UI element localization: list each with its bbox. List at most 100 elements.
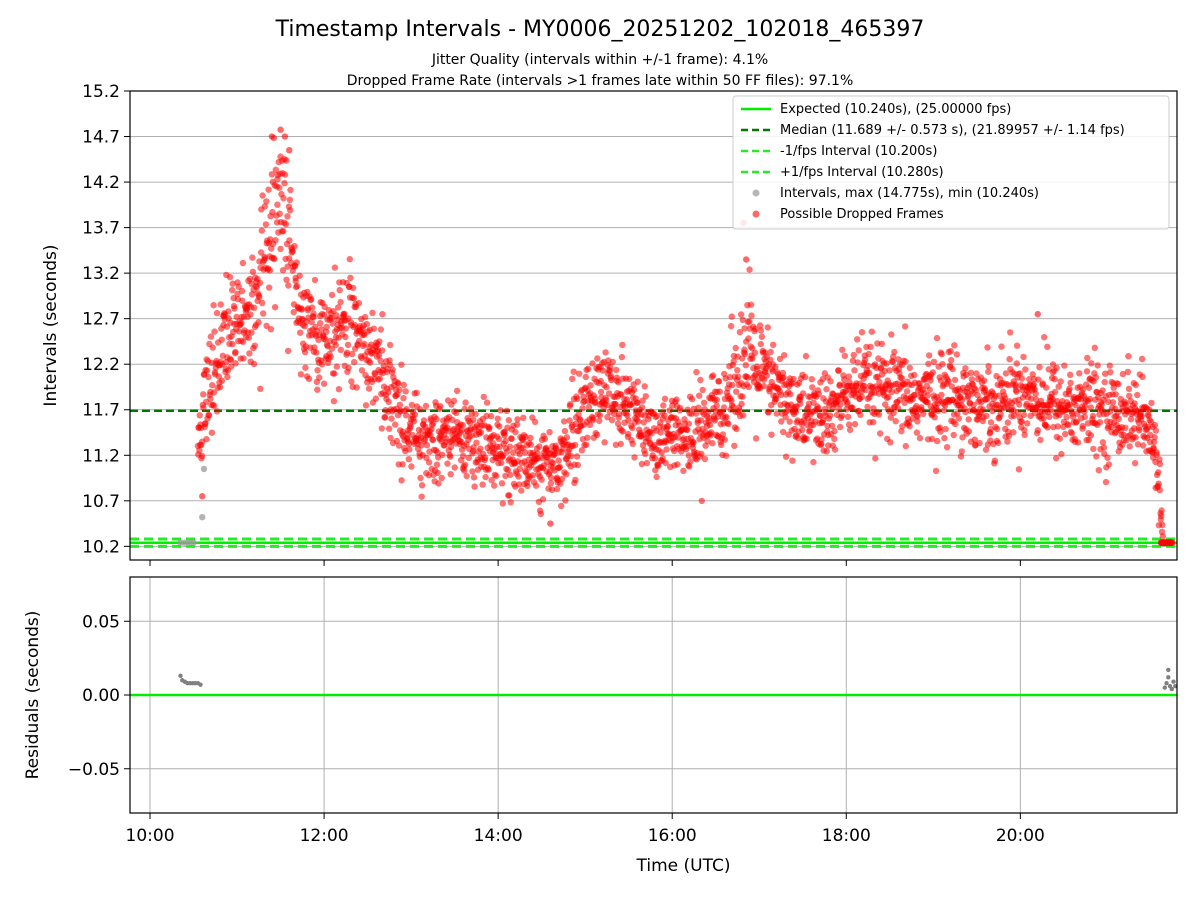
dropped-frame-point [314, 386, 321, 393]
dropped-frame-point [342, 333, 349, 341]
dropped-frame-point [1134, 441, 1142, 448]
dropped-frame-point [957, 453, 965, 460]
dropped-frame-point [1058, 450, 1065, 458]
dropped-frame-point [911, 371, 918, 379]
dropped-frame-point [477, 445, 484, 452]
dropped-frame-point [284, 213, 291, 220]
dropped-frame-point [889, 358, 897, 365]
dropped-frame-point [399, 461, 406, 468]
dropped-frame-point [1087, 432, 1095, 439]
dropped-frame-point [504, 466, 511, 474]
dropped-frame-point [746, 318, 753, 325]
dropped-frame-point [931, 414, 938, 421]
dropped-frame-point [395, 380, 402, 387]
residual-point [1162, 685, 1168, 690]
dropped-frame-point [573, 453, 581, 460]
dropped-frame-point [882, 401, 889, 408]
dropped-frame-point [407, 423, 414, 430]
dropped-frame-point [259, 299, 266, 307]
dropped-frame-point [837, 401, 844, 408]
dropped-frame-point [516, 465, 524, 472]
dropped-frame-point [763, 372, 770, 379]
dropped-frame-point [1109, 399, 1117, 406]
intervals-panel: 10.2 10.7 11.2 11.7 12.2 12.7 13.2 13.7 14.2 14.7… [41, 82, 1178, 566]
dropped-frame-point [257, 385, 264, 392]
dropped-frame-point [572, 476, 579, 484]
dropped-frame-point [841, 352, 849, 360]
dropped-frame-point [973, 370, 980, 377]
intervals-points [177, 126, 1176, 547]
dropped-frame-point [867, 343, 874, 350]
dropped-frame-point [225, 308, 232, 315]
dropped-frame-point [985, 363, 992, 370]
dropped-frame-point [984, 395, 991, 403]
intervals-y-ticks: 10.2 10.7 11.2 11.7 12.2 12.7 13.2 13.7 14.2 14.7… [82, 82, 130, 557]
dropped-frame-point [587, 382, 594, 389]
dropped-frame-point [1067, 371, 1074, 378]
dropped-frame-point [524, 482, 531, 490]
dropped-frame-point [1156, 487, 1164, 494]
dropped-frame-point [818, 436, 825, 443]
dropped-frame-point [1102, 478, 1110, 486]
dropped-frame-point [719, 431, 727, 438]
dropped-frame-point [531, 418, 539, 426]
dropped-frame-point [585, 365, 592, 372]
dropped-frame-point [728, 313, 735, 320]
dropped-frame-point [998, 343, 1005, 350]
dropped-frame-point [799, 390, 807, 397]
dropped-frame-point [366, 359, 374, 366]
dropped-frame-point [756, 322, 764, 329]
dropped-frame-point [878, 340, 885, 347]
dropped-frame-point [927, 377, 934, 384]
dropped-frame-point [858, 329, 866, 336]
dropped-frame-point [261, 203, 268, 210]
dropped-frame-point [1119, 370, 1127, 378]
dropped-frame-point [952, 420, 959, 428]
dropped-frame-point [824, 422, 831, 430]
dropped-frame-point [736, 329, 744, 336]
dropped-frame-point [505, 417, 512, 424]
dropped-frame-point [718, 409, 726, 416]
dropped-frame-point [1131, 460, 1139, 467]
dropped-frame-point [885, 393, 892, 401]
dropped-frame-point [539, 496, 547, 503]
dropped-frame-point [1099, 439, 1107, 446]
dropped-frame-point [747, 301, 755, 308]
dropped-frame-point [657, 429, 664, 436]
dropped-frame-point [642, 393, 649, 400]
dropped-frame-point [282, 221, 290, 228]
dropped-frame-point [629, 424, 636, 432]
dropped-frame-point [405, 456, 412, 463]
dropped-frame-point [996, 392, 1003, 399]
dropped-frame-point [831, 446, 839, 453]
dropped-frame-point [227, 356, 234, 363]
dropped-frame-point [208, 429, 216, 436]
dropped-frame-point [1016, 370, 1024, 377]
dropped-frame-point [1079, 386, 1087, 393]
dropped-frame-point [1140, 442, 1147, 449]
dropped-frame-point [951, 342, 958, 349]
dropped-frame-point [849, 357, 857, 364]
dropped-frame-point [809, 384, 816, 391]
dropped-frame-point [1030, 381, 1037, 388]
dropped-frame-point [640, 419, 647, 426]
dropped-frame-point [1037, 436, 1044, 444]
dropped-frame-point [648, 429, 655, 437]
dropped-frame-point [536, 443, 543, 450]
dropped-frame-point [901, 323, 909, 330]
chart-subtitle-dropped: Dropped Frame Rate (intervals >1 frames … [347, 73, 854, 89]
dropped-frame-point [1023, 420, 1031, 427]
dropped-frame-point [984, 344, 991, 351]
dropped-frame-point [926, 386, 933, 393]
dropped-frame-point [611, 410, 618, 418]
dropped-frame-point [862, 356, 869, 363]
dropped-frame-point [527, 441, 534, 448]
dropped-frame-point [1034, 427, 1042, 434]
dropped-frame-point [200, 391, 207, 398]
dropped-frame-point [1094, 362, 1101, 369]
dropped-frame-point [1090, 445, 1097, 453]
dropped-frame-point [217, 301, 224, 308]
dropped-frame-point [608, 376, 615, 384]
dropped-frame-point [930, 358, 938, 366]
dropped-frame-point [558, 502, 565, 510]
